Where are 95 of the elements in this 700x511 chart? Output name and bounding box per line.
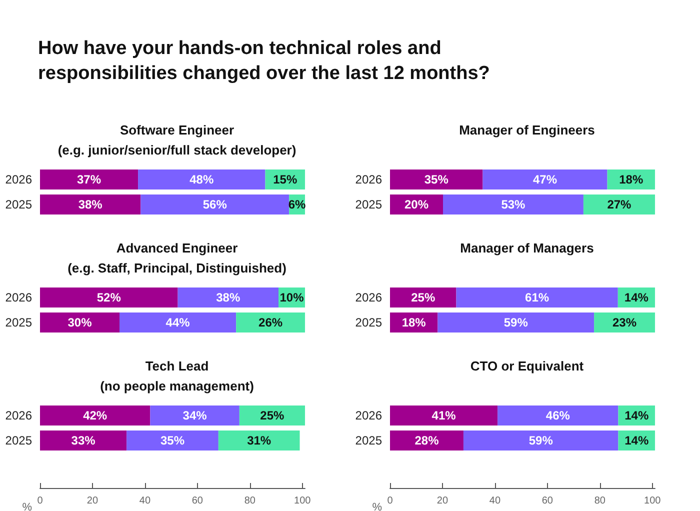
y-tick-label: 2026 <box>355 172 382 186</box>
y-tick-label: 2026 <box>5 290 32 304</box>
bar <box>239 406 305 426</box>
x-tick-label: 40 <box>489 496 501 506</box>
bar <box>120 312 236 332</box>
data-label: 48% <box>190 172 214 186</box>
bar <box>126 430 218 450</box>
data-label: 42% <box>83 408 108 422</box>
y-tick-label: 2025 <box>5 434 32 448</box>
y-tick-label: 2025 <box>355 434 382 448</box>
data-label: 59% <box>528 434 554 448</box>
data-label: 25% <box>411 290 436 304</box>
data-label: 33% <box>71 434 96 448</box>
y-tick-label: 2025 <box>5 316 32 330</box>
x-tick-label: 20 <box>86 496 98 506</box>
data-label: 53% <box>501 198 526 212</box>
bar <box>498 406 618 426</box>
bar <box>40 170 138 190</box>
data-label: 14% <box>624 434 649 448</box>
data-label: 18% <box>619 172 644 186</box>
bar <box>390 430 464 450</box>
data-label: 34% <box>182 408 208 422</box>
chart-title: Advanced Engineer (e.g. Staff, Principal, Distinguished) <box>68 240 286 276</box>
x-tick-label: 0 <box>387 496 394 506</box>
data-label: 38% <box>216 290 240 304</box>
x-tick-label: 60 <box>542 496 554 506</box>
data-label: 31% <box>247 434 272 448</box>
data-label: 56% <box>202 198 228 212</box>
chart-title: Tech Lead (no people management) <box>100 358 254 394</box>
bar <box>463 430 618 450</box>
bar <box>443 194 584 214</box>
x-tick-label: 100 <box>644 496 662 506</box>
x-axis-title: % <box>372 502 382 511</box>
bar <box>40 194 141 214</box>
data-label: 14% <box>624 290 649 304</box>
chart-title: Software Engineer (e.g. junior/senior/full stack developer) <box>58 122 296 158</box>
bar <box>594 312 655 332</box>
y-tick-label: 2025 <box>5 198 32 212</box>
x-tick-label: 60 <box>192 496 204 506</box>
data-label: 35% <box>424 172 449 186</box>
y-tick-label: 2026 <box>355 408 382 422</box>
chart-title: Manager of Managers <box>460 240 594 256</box>
y-tick-label: 2026 <box>5 408 32 422</box>
data-label: 44% <box>166 316 190 330</box>
text: How have your hands-on technical roles and responsibilities changed over the last 12 months? <box>38 37 490 86</box>
bar <box>390 406 498 426</box>
data-label: 14% <box>624 408 649 422</box>
bar <box>40 406 150 426</box>
x-axis-title: % <box>22 502 32 511</box>
x-tick-label: 80 <box>594 496 606 506</box>
data-label: 20% <box>404 198 429 212</box>
bar <box>178 288 278 308</box>
bar <box>456 288 618 308</box>
chart-title: Manager of Engineers <box>459 122 595 138</box>
data-label: 18% <box>402 316 426 330</box>
y-tick-label: 2025 <box>355 316 382 330</box>
data-label: 23% <box>612 316 637 330</box>
data-label: 47% <box>533 172 558 186</box>
bar <box>390 288 456 308</box>
x-tick-label: 40 <box>139 496 151 506</box>
data-label: 52% <box>96 290 122 304</box>
data-label: 26% <box>258 316 283 330</box>
bar <box>40 430 127 450</box>
data-label: 41% <box>432 408 456 422</box>
data-label: 46% <box>546 408 570 422</box>
x-tick-label: 80 <box>244 496 256 506</box>
y-tick-label: 2025 <box>355 198 382 212</box>
data-label: 61% <box>525 290 550 304</box>
bar <box>138 170 266 190</box>
bar <box>40 312 120 332</box>
y-tick-label: 2026 <box>355 290 382 304</box>
y-tick-label: 2026 <box>5 172 32 186</box>
bar <box>140 194 290 214</box>
data-label: 15% <box>273 172 298 186</box>
data-label: 30% <box>68 316 92 330</box>
bar <box>482 170 608 190</box>
bar <box>218 430 300 450</box>
x-tick-label: 0 <box>37 496 44 506</box>
data-label: 37% <box>77 172 102 186</box>
bar <box>390 170 483 190</box>
bar <box>40 288 178 308</box>
bar <box>150 406 240 426</box>
data-label: 27% <box>607 198 632 212</box>
data-label: 28% <box>414 434 440 448</box>
bar <box>236 312 305 332</box>
x-tick-label: 100 <box>294 496 312 506</box>
chart-title: CTO or Equivalent <box>470 358 584 374</box>
bar <box>438 312 594 332</box>
bar <box>583 194 655 214</box>
data-label: 38% <box>78 198 103 212</box>
data-label: 35% <box>160 434 185 448</box>
data-label: 10% <box>280 290 304 304</box>
x-tick-label: 20 <box>436 496 448 506</box>
data-label: 25% <box>260 408 285 422</box>
data-label: 59% <box>504 316 528 330</box>
